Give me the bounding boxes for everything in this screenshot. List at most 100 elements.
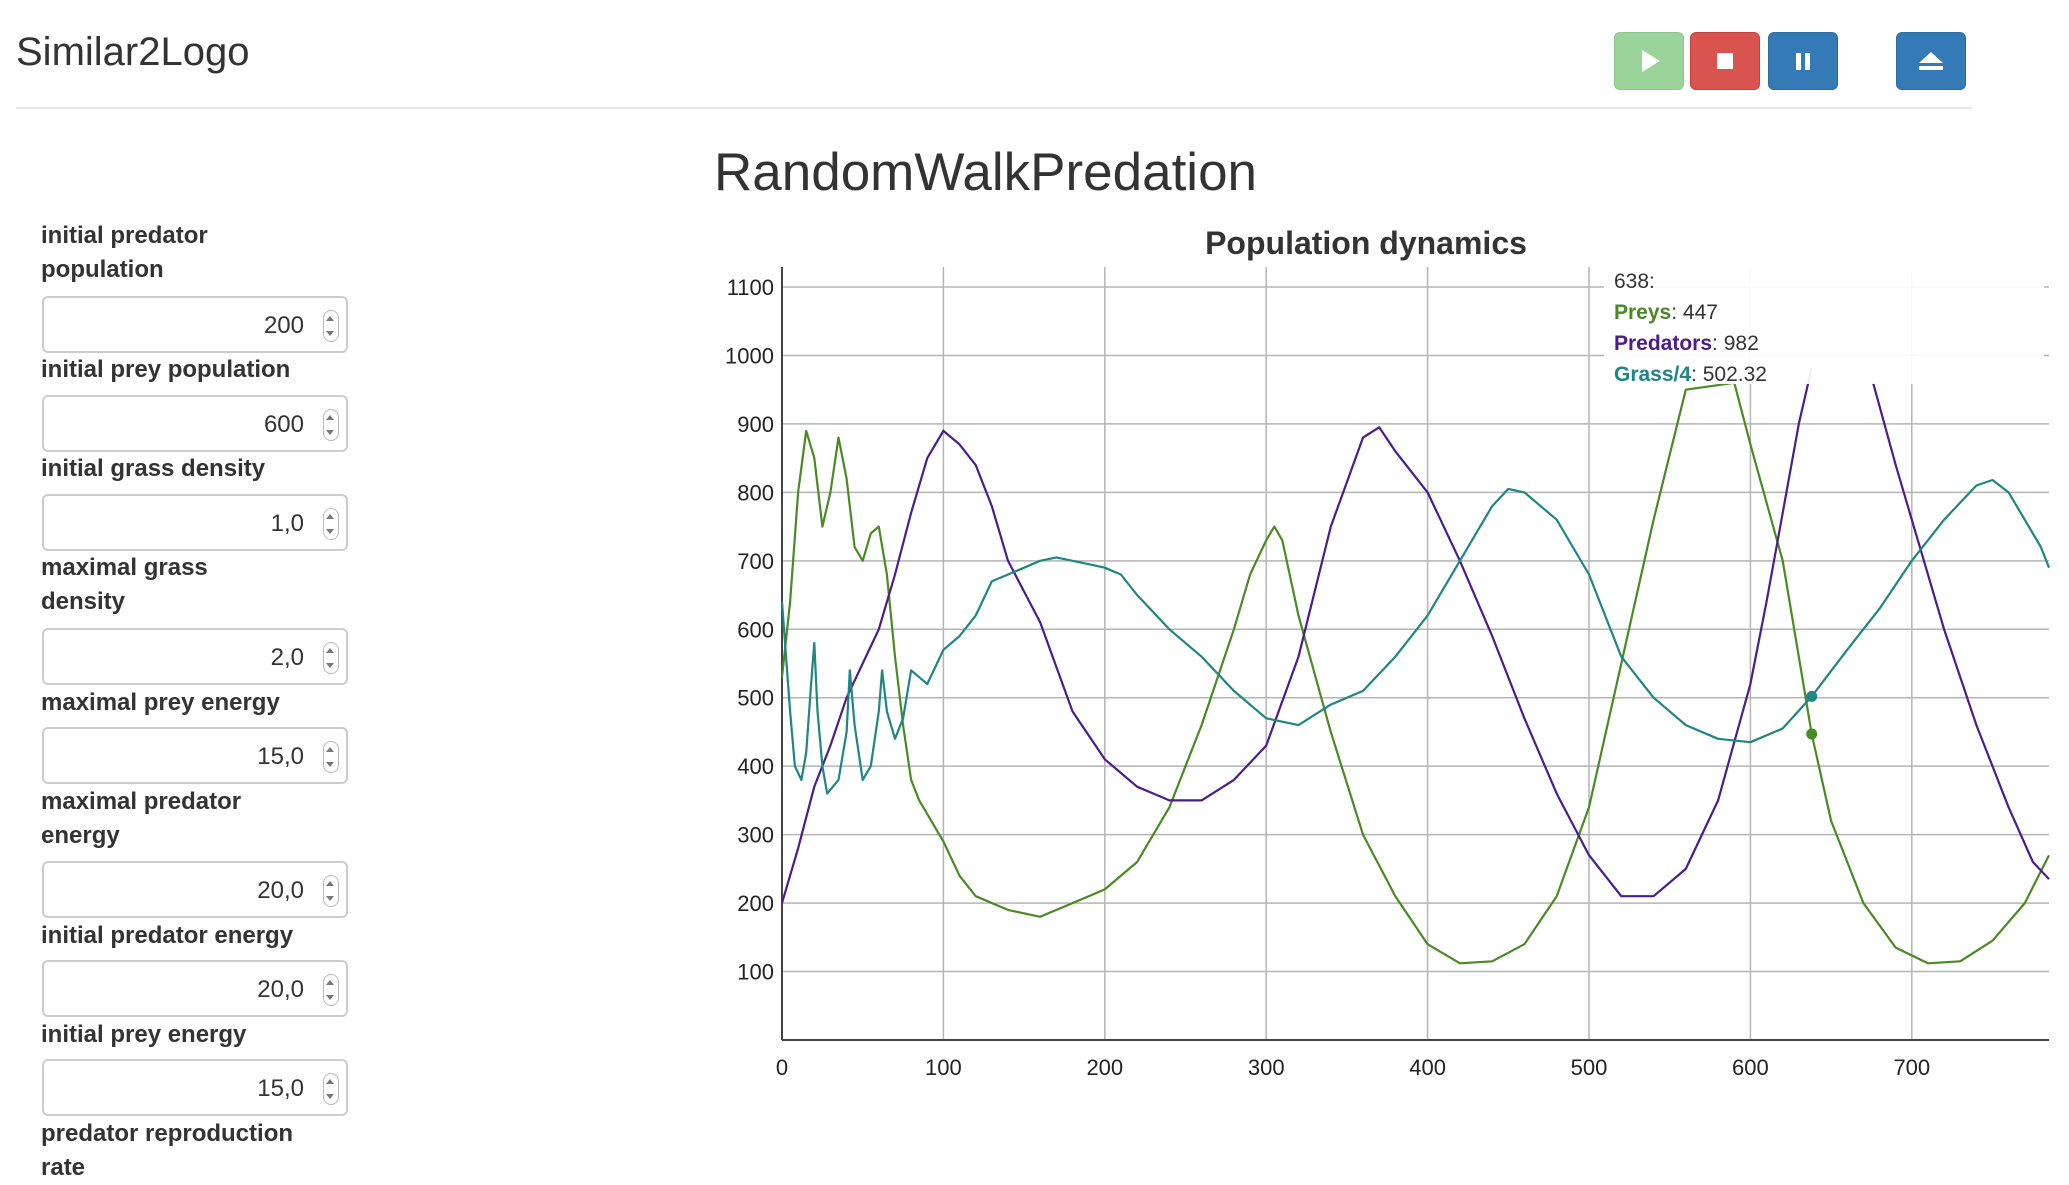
x-tick-label: 700 [1893,1055,1930,1080]
spinner-icon[interactable] [323,974,339,1006]
tooltip-separator: : [1712,332,1724,355]
parameter-label: initial prey population [41,353,301,387]
y-tick-label: 1100 [727,275,774,300]
parameter-label-line: initial prey population [41,356,291,383]
pause-button[interactable] [1768,32,1838,90]
tooltip-separator: : [1691,363,1703,386]
parameter-label-line: initial predator energy [41,922,294,949]
spinner-icon[interactable] [323,875,339,907]
tooltip-value: 502.32 [1703,363,1767,386]
hover-marker [1806,728,1818,740]
tooltip-x-label: 638: [1614,270,1655,293]
spinner-icon[interactable] [323,310,339,342]
parameter-label-line: population [41,256,164,283]
hover-marker [1806,690,1818,702]
parameter-value: 15,0 [257,743,304,770]
tooltip-entry: Preys: 447 [1614,301,1718,324]
navbar-divider [16,107,1972,109]
parameter-label-line: initial prey energy [41,1021,247,1048]
x-tick-label: 0 [776,1055,788,1080]
tooltip-series-name: Predators [1614,332,1712,355]
pause-icon [1796,52,1810,70]
tooltip-series-name: Grass/4 [1614,363,1691,386]
parameter-label-line: energy [41,822,120,849]
y-tick-label: 200 [737,891,774,916]
spinner-arrows [324,313,336,339]
tooltip-value: 982 [1724,332,1759,355]
parameter-label-line: initial predator [41,222,208,249]
y-tick-label: 1000 [725,343,774,368]
stop-icon [1717,53,1733,69]
parameter-number-input[interactable]: 200 [42,296,348,353]
parameter-label-line: predator reproduction [41,1120,294,1147]
tooltip-series-name: Preys [1614,301,1671,324]
x-tick-label: 400 [1409,1055,1446,1080]
series-line-grass [780,478,2051,795]
parameter-value: 1,0 [270,510,304,537]
spinner-arrows [324,977,336,1003]
play-button[interactable] [1614,32,1684,90]
spinner-icon[interactable] [323,508,339,540]
spinner-icon[interactable] [323,741,339,773]
parameter-label-line: density [41,588,126,615]
parameter-value: 200 [263,312,304,339]
y-tick-label: 300 [737,823,774,848]
parameter-number-input[interactable]: 600 [42,395,348,452]
stop-button[interactable] [1690,32,1760,90]
spinner-arrows [324,645,336,671]
parameter-number-input[interactable]: 1,0 [42,494,348,551]
parameter-label: maximal grass density [41,551,301,619]
x-tick-label: 600 [1732,1055,1769,1080]
x-tick-label: 200 [1086,1055,1123,1080]
parameter-label-line: initial grass density [41,455,266,482]
parameter-number-input[interactable]: 20,0 [42,960,348,1017]
eject-icon [1919,52,1943,70]
spinner-arrows [324,412,336,438]
y-tick-label: 600 [737,617,774,642]
parameter-value: 2,0 [270,644,304,671]
y-tick-label: 800 [737,480,774,505]
parameter-number-input[interactable]: 20,0 [42,861,348,918]
y-tick-label: 500 [737,686,774,711]
tooltip-entry: Grass/4: 502.32 [1614,363,1767,386]
y-tick-label: 100 [737,960,774,985]
spinner-arrows [324,511,336,537]
y-tick-label: 700 [737,549,774,574]
parameter-label-line: maximal predator [41,788,242,815]
eject-button[interactable] [1896,32,1966,90]
parameter-label: initial prey energy [41,1018,301,1052]
parameter-label: maximal predator energy [41,785,301,853]
series-line-preys [780,381,2050,965]
series-line-segment [1872,382,2050,880]
x-tick-label: 500 [1571,1055,1608,1080]
tooltip-entry: Predators: 982 [1614,332,1759,355]
tooltip-box [1604,264,2044,384]
parameter-number-input[interactable]: 2,0 [42,628,348,685]
parameter-number-input[interactable]: 15,0 [42,727,348,784]
tooltip-value: 447 [1683,301,1718,324]
parameter-value: 20,0 [257,976,304,1003]
simulation-title: RandomWalkPredation [714,143,1258,202]
spinner-arrows [324,1076,336,1102]
y-tick-label: 400 [737,754,774,779]
spinner-icon[interactable] [323,409,339,441]
spinner-icon[interactable] [323,1073,339,1105]
app-brand[interactable]: Similar2Logo [16,30,250,74]
parameter-label-line: maximal grass [41,554,208,581]
play-icon [1642,50,1660,72]
parameter-label-line: maximal prey energy [41,689,280,716]
x-tick-label: 300 [1248,1055,1285,1080]
tooltip-separator: : [1671,301,1683,324]
spinner-arrows [324,744,336,770]
x-tick-label: 100 [925,1055,962,1080]
spinner-arrows [324,878,336,904]
spinner-icon[interactable] [323,642,339,674]
chart-title: Population dynamics [1205,225,1527,261]
series-line-predators [780,367,1813,904]
parameter-value: 600 [263,411,304,438]
parameter-number-input[interactable]: 15,0 [42,1059,348,1116]
parameter-value: 15,0 [257,1075,304,1102]
parameter-label: initial predator energy [41,919,301,953]
parameter-label: maximal prey energy [41,686,301,720]
